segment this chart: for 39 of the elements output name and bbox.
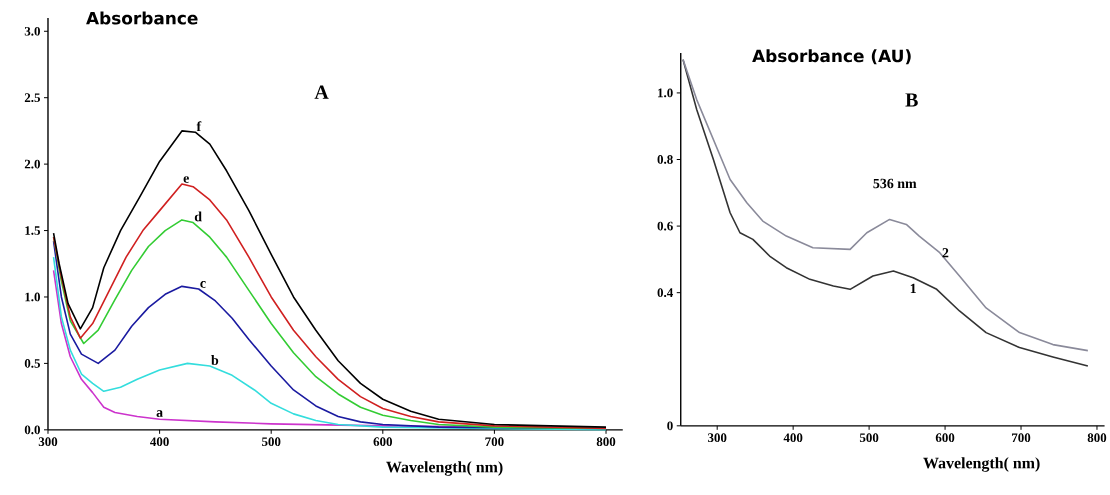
x-tick-label: 600 — [373, 437, 393, 447]
series-label: e — [183, 176, 189, 183]
series-label: f — [196, 121, 202, 132]
y-tick-label: 3.0 — [24, 26, 40, 36]
x-tick-label: 300 — [38, 437, 58, 447]
y-tick-label: 1.0 — [25, 292, 40, 302]
series-label: a — [156, 410, 163, 418]
annotation: 536 nm — [873, 178, 917, 189]
y-tick-label: 0.8 — [657, 155, 673, 164]
y-axis-title: Absorbance (AU) — [752, 49, 911, 65]
y-tick-label: 1.5 — [25, 226, 41, 236]
text: B — [905, 93, 918, 107]
series-label: d — [194, 211, 202, 222]
x-tick-label: 500 — [262, 437, 281, 447]
y-tick-label: 2.5 — [24, 93, 41, 103]
y-tick-label: 0.4 — [657, 288, 673, 298]
y-tick-label: 2.0 — [24, 159, 40, 169]
x-tick-label: 800 — [596, 437, 616, 447]
x-tick-label: 600 — [935, 433, 955, 443]
x-tick-label: 400 — [783, 433, 803, 443]
y-tick-label: 0.0 — [24, 425, 40, 435]
x-tick-label: 700 — [485, 437, 504, 447]
series-label: 1 — [910, 283, 916, 294]
y-axis-title: Absorbance — [86, 11, 198, 25]
y-tick-label: 0 — [667, 421, 673, 431]
y-tick-label: 0.5 — [24, 359, 41, 368]
y-tick-label: 1.0 — [658, 88, 673, 98]
x-tick-label: 300 — [707, 433, 727, 443]
series-label: b — [211, 355, 219, 365]
x-axis-title: Wavelength( nm) — [386, 461, 503, 476]
series-label: c — [200, 281, 206, 288]
x-axis-title: Wavelength( nm) — [923, 457, 1040, 472]
x-tick-label: 700 — [1012, 433, 1031, 443]
text: A — [314, 85, 329, 99]
x-tick-label: 400 — [150, 437, 169, 447]
x-tick-label: 800 — [1087, 433, 1107, 443]
x-tick-label: 500 — [859, 433, 879, 443]
y-tick-label: 0.6 — [657, 221, 673, 231]
series-label: 2 — [942, 248, 949, 258]
